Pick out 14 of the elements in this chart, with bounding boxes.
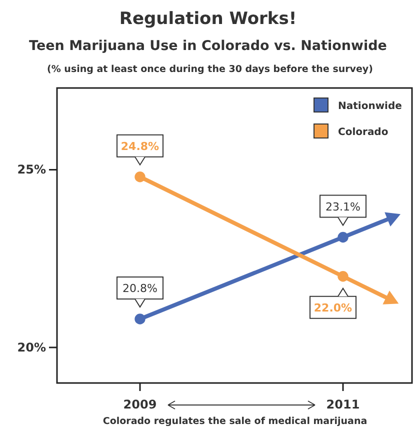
x-tick-label: 2011: [326, 397, 360, 412]
y-tick-label: 25%: [17, 162, 46, 177]
data-label: 23.1%: [326, 200, 360, 214]
x-axis-title: Colorado regulates the sale of medical marijuana: [102, 416, 368, 427]
legend-label: Nationwide: [338, 101, 402, 112]
x-tick-label: 2009: [123, 397, 157, 412]
y-tick-label: 20%: [17, 340, 46, 354]
data-label: 20.8%: [122, 282, 158, 296]
legend-label: Colorado: [338, 127, 388, 138]
chart-title: Regulation Works!: [119, 9, 297, 29]
text: (% using at least once during the 30 days before the survey): [47, 64, 373, 75]
chart-subtitle: Teen Marijuana Use in Colorado vs. Nationwide: [29, 38, 387, 54]
data-label: 22.0%: [314, 301, 352, 314]
data-label: 24.8%: [120, 140, 160, 153]
